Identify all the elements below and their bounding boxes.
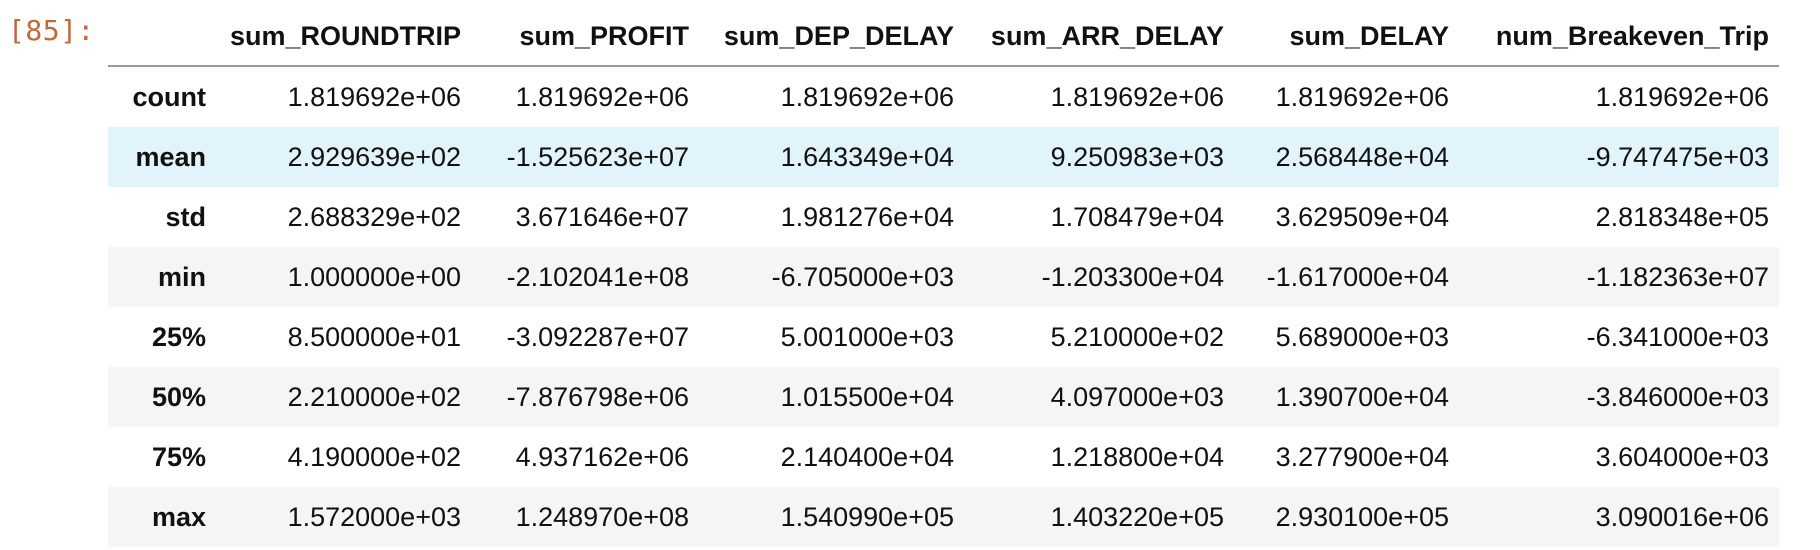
row-index-label: 25%	[151, 321, 206, 352]
column-header: sum_ARR_DELAY	[964, 8, 1234, 67]
table-cell: 5.689000e+03	[1275, 321, 1449, 352]
table-cell: 1.819692e+06	[287, 81, 461, 112]
table-cell: 3.671646e+07	[515, 201, 689, 232]
table-body: count 1.819692e+06 1.819692e+06 1.819692…	[108, 66, 1779, 547]
column-header: sum_PROFIT	[471, 8, 699, 67]
table-cell: 1.981276e+04	[780, 201, 954, 232]
table-cell: 9.250983e+03	[1050, 141, 1224, 172]
dataframe-output: sum_ROUNDTRIP sum_PROFIT sum_DEP_DELAY s…	[108, 8, 1779, 547]
table-cell: 4.190000e+02	[287, 441, 461, 472]
table-cell: 4.937162e+06	[515, 441, 689, 472]
table-cell: 1.390700e+04	[1275, 381, 1449, 412]
row-index-label: mean	[135, 141, 206, 172]
table-row: 50% 2.210000e+02 -7.876798e+06 1.015500e…	[108, 367, 1779, 427]
row-index-label: min	[157, 261, 206, 292]
table-cell: 1.643349e+04	[780, 141, 954, 172]
table-cell: 2.818348e+05	[1595, 201, 1769, 232]
table-cell: 1.248970e+08	[515, 501, 689, 532]
table-cell: 5.210000e+02	[1050, 321, 1224, 352]
table-cell: -6.705000e+03	[771, 261, 954, 292]
column-header: sum_DEP_DELAY	[699, 8, 964, 67]
row-index-label: std	[165, 201, 207, 232]
table-cell: 1.819692e+06	[515, 81, 689, 112]
table-cell: -7.876798e+06	[506, 381, 689, 412]
table-row: 75% 4.190000e+02 4.937162e+06 2.140400e+…	[108, 427, 1779, 487]
table-cell: -1.525623e+07	[506, 141, 689, 172]
column-header: num_Breakeven_Trip	[1459, 8, 1779, 67]
table-cell: -6.341000e+03	[1586, 321, 1769, 352]
table-cell: 3.629509e+04	[1275, 201, 1449, 232]
table-cell: 1.819692e+06	[780, 81, 954, 112]
table-cell: -9.747475e+03	[1586, 141, 1769, 172]
table-cell: 1.540990e+05	[780, 501, 954, 532]
table-cell: 2.688329e+02	[287, 201, 461, 232]
table-cell: -3.092287e+07	[506, 321, 689, 352]
table-cell: 1.708479e+04	[1050, 201, 1224, 232]
table-row: std 2.688329e+02 3.671646e+07 1.981276e+…	[108, 187, 1779, 247]
table-header: sum_ROUNDTRIP sum_PROFIT sum_DEP_DELAY s…	[108, 8, 1779, 67]
table-cell: 1.000000e+00	[287, 261, 461, 292]
table-cell: 1.819692e+06	[1050, 81, 1224, 112]
table-cell: 3.604000e+03	[1595, 441, 1769, 472]
table-cell: -2.102041e+08	[506, 261, 689, 292]
table-cell: 2.140400e+04	[780, 441, 954, 472]
column-header: sum_DELAY	[1234, 8, 1459, 67]
table-cell: 8.500000e+01	[287, 321, 461, 352]
table-row: count 1.819692e+06 1.819692e+06 1.819692…	[108, 66, 1779, 127]
table-cell: 2.210000e+02	[287, 381, 461, 412]
row-index-label: 75%	[151, 441, 206, 472]
table-cell: 1.819692e+06	[1595, 81, 1769, 112]
table-row: 25% 8.500000e+01 -3.092287e+07 5.001000e…	[108, 307, 1779, 367]
table-cell: -3.846000e+03	[1586, 381, 1769, 412]
table-cell: 1.572000e+03	[287, 501, 461, 532]
table-cell: 2.568448e+04	[1275, 141, 1449, 172]
column-header: sum_ROUNDTRIP	[216, 8, 471, 67]
header-row: sum_ROUNDTRIP sum_PROFIT sum_DEP_DELAY s…	[108, 8, 1779, 67]
table-cell: -1.203300e+04	[1041, 261, 1224, 292]
table-cell: 3.277900e+04	[1275, 441, 1449, 472]
table-cell: 3.090016e+06	[1595, 501, 1769, 532]
table-cell: 1.218800e+04	[1050, 441, 1224, 472]
describe-table: sum_ROUNDTRIP sum_PROFIT sum_DEP_DELAY s…	[108, 8, 1779, 547]
table-cell: -1.182363e+07	[1586, 261, 1769, 292]
table-row: max 1.572000e+03 1.248970e+08 1.540990e+…	[108, 487, 1779, 547]
row-index-label: max	[151, 501, 206, 532]
index-header	[108, 8, 216, 67]
row-index-label: 50%	[151, 381, 206, 412]
table-cell: 1.819692e+06	[1275, 81, 1449, 112]
table-cell: 2.929639e+02	[287, 141, 461, 172]
row-index-label: count	[132, 81, 207, 112]
table-cell: -1.617000e+04	[1266, 261, 1449, 292]
table-cell: 1.015500e+04	[780, 381, 954, 412]
table-row: min 1.000000e+00 -2.102041e+08 -6.705000…	[108, 247, 1779, 307]
table-cell: 1.403220e+05	[1050, 501, 1224, 532]
execution-count-prompt: [85]:	[8, 14, 95, 47]
table-row: mean 2.929639e+02 -1.525623e+07 1.643349…	[108, 127, 1779, 187]
table-cell: 5.001000e+03	[780, 321, 954, 352]
table-cell: 2.930100e+05	[1275, 501, 1449, 532]
table-cell: 4.097000e+03	[1050, 381, 1224, 412]
